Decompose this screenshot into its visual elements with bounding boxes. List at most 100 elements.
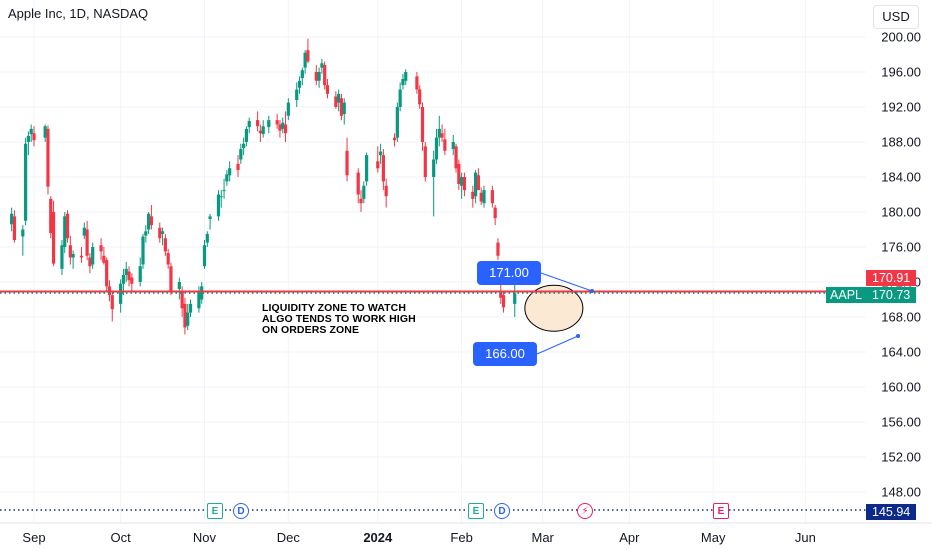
currency-button[interactable]: USD [873,5,919,29]
price-axis[interactable]: 200.00 196.00 192.00 188.00 184.00 180.00 176.… [881,30,921,500]
candle [434,128,439,164]
candle-body [493,207,497,219]
candle-body [110,295,114,310]
candle-body [460,177,464,186]
candle-body [242,143,246,149]
candle-body [149,216,153,226]
split-icon[interactable]: ⚡ [577,503,593,519]
candle-body [228,168,232,176]
candle-body [65,213,70,239]
candle [339,93,344,121]
dividend-icon[interactable]: D [494,503,510,519]
candle-body [46,128,50,187]
candle-body [124,268,128,275]
candle-body [24,143,28,221]
callout-anchor-upper [590,289,594,293]
candle-body [121,275,126,284]
candle [119,279,123,313]
price-callout-lower[interactable]: 166.00 [473,342,537,366]
candle [345,137,349,182]
x-tick-label: Sep [22,530,45,545]
candle-body [420,107,425,142]
candle [258,124,262,142]
candle [359,190,363,212]
candle [342,98,346,125]
candle [138,257,142,287]
candle [32,126,36,147]
y-tick-label: 148.00 [881,485,921,500]
x-tick-label: Mar [531,530,554,545]
y-tick-label: 160.00 [881,380,921,395]
candle-body [337,93,341,103]
candle-body [197,292,201,309]
candle [197,286,201,313]
candle-body [183,303,187,328]
candle-body [362,185,366,199]
candle [278,120,282,138]
earnings-icon[interactable]: E [713,503,729,519]
candle-body [247,121,251,128]
candle-body [443,139,447,151]
candle-body [49,198,53,233]
candle [457,159,461,191]
candle-body [320,63,324,68]
price-callout-upper[interactable]: 171.00 [477,261,541,285]
candle [12,210,17,243]
candle [317,67,321,88]
candle [65,210,70,243]
y-tick-label: 192.00 [881,100,921,115]
earnings-icon[interactable]: E [207,503,223,519]
candle-body [454,146,458,169]
candle-body [21,229,25,237]
candle-body [138,266,142,282]
candle-body [462,177,467,191]
candle-body [286,102,290,116]
dotted-level-price-tag: 145.94 [866,504,916,520]
candle-body [392,137,397,141]
annotation-line: ALGO TENDS TO WORK HIGH [262,313,416,325]
candle-body [12,216,17,240]
candle [91,242,95,269]
text-annotation[interactable]: LIQUIDITY ZONE TO WATCH ALGO TENDS TO WO… [262,303,416,336]
candle [460,172,464,199]
candle [51,200,56,267]
candle [392,133,397,147]
candle-body [479,192,483,202]
candle-body [219,196,223,198]
candle-body [158,227,162,239]
x-tick-label: Nov [193,530,217,545]
candle-body [295,89,299,100]
candle [158,222,162,243]
candle-body [26,135,31,142]
candle [462,172,467,197]
time-axis[interactable]: Sep Oct Nov Dec 2024 Feb Mar Apr May Jun [0,522,932,545]
y-tick-label: 168.00 [881,310,921,325]
candle-body [323,65,327,86]
earnings-icon[interactable]: E [468,503,484,519]
candle-body [186,312,190,326]
candle [395,102,399,142]
y-tick-label: 180.00 [881,205,921,220]
candle-body [188,303,193,313]
candle [295,82,299,107]
candle [325,79,330,99]
candle [378,143,383,164]
candle-body [471,191,475,199]
candle [124,261,128,282]
candle-body [163,238,167,252]
candle-body [239,149,243,160]
candle [163,233,167,256]
candle-body [63,216,67,247]
candle-body [244,128,249,142]
x-tick-label: Oct [111,530,132,545]
candle [149,205,153,230]
candle [454,143,458,173]
candlestick-series [10,38,517,335]
candle-body [376,161,380,169]
candle-body [342,102,346,114]
candle [239,143,243,164]
dividend-icon[interactable]: D [233,503,249,519]
candle-body [32,133,36,141]
candle-body [317,72,321,81]
